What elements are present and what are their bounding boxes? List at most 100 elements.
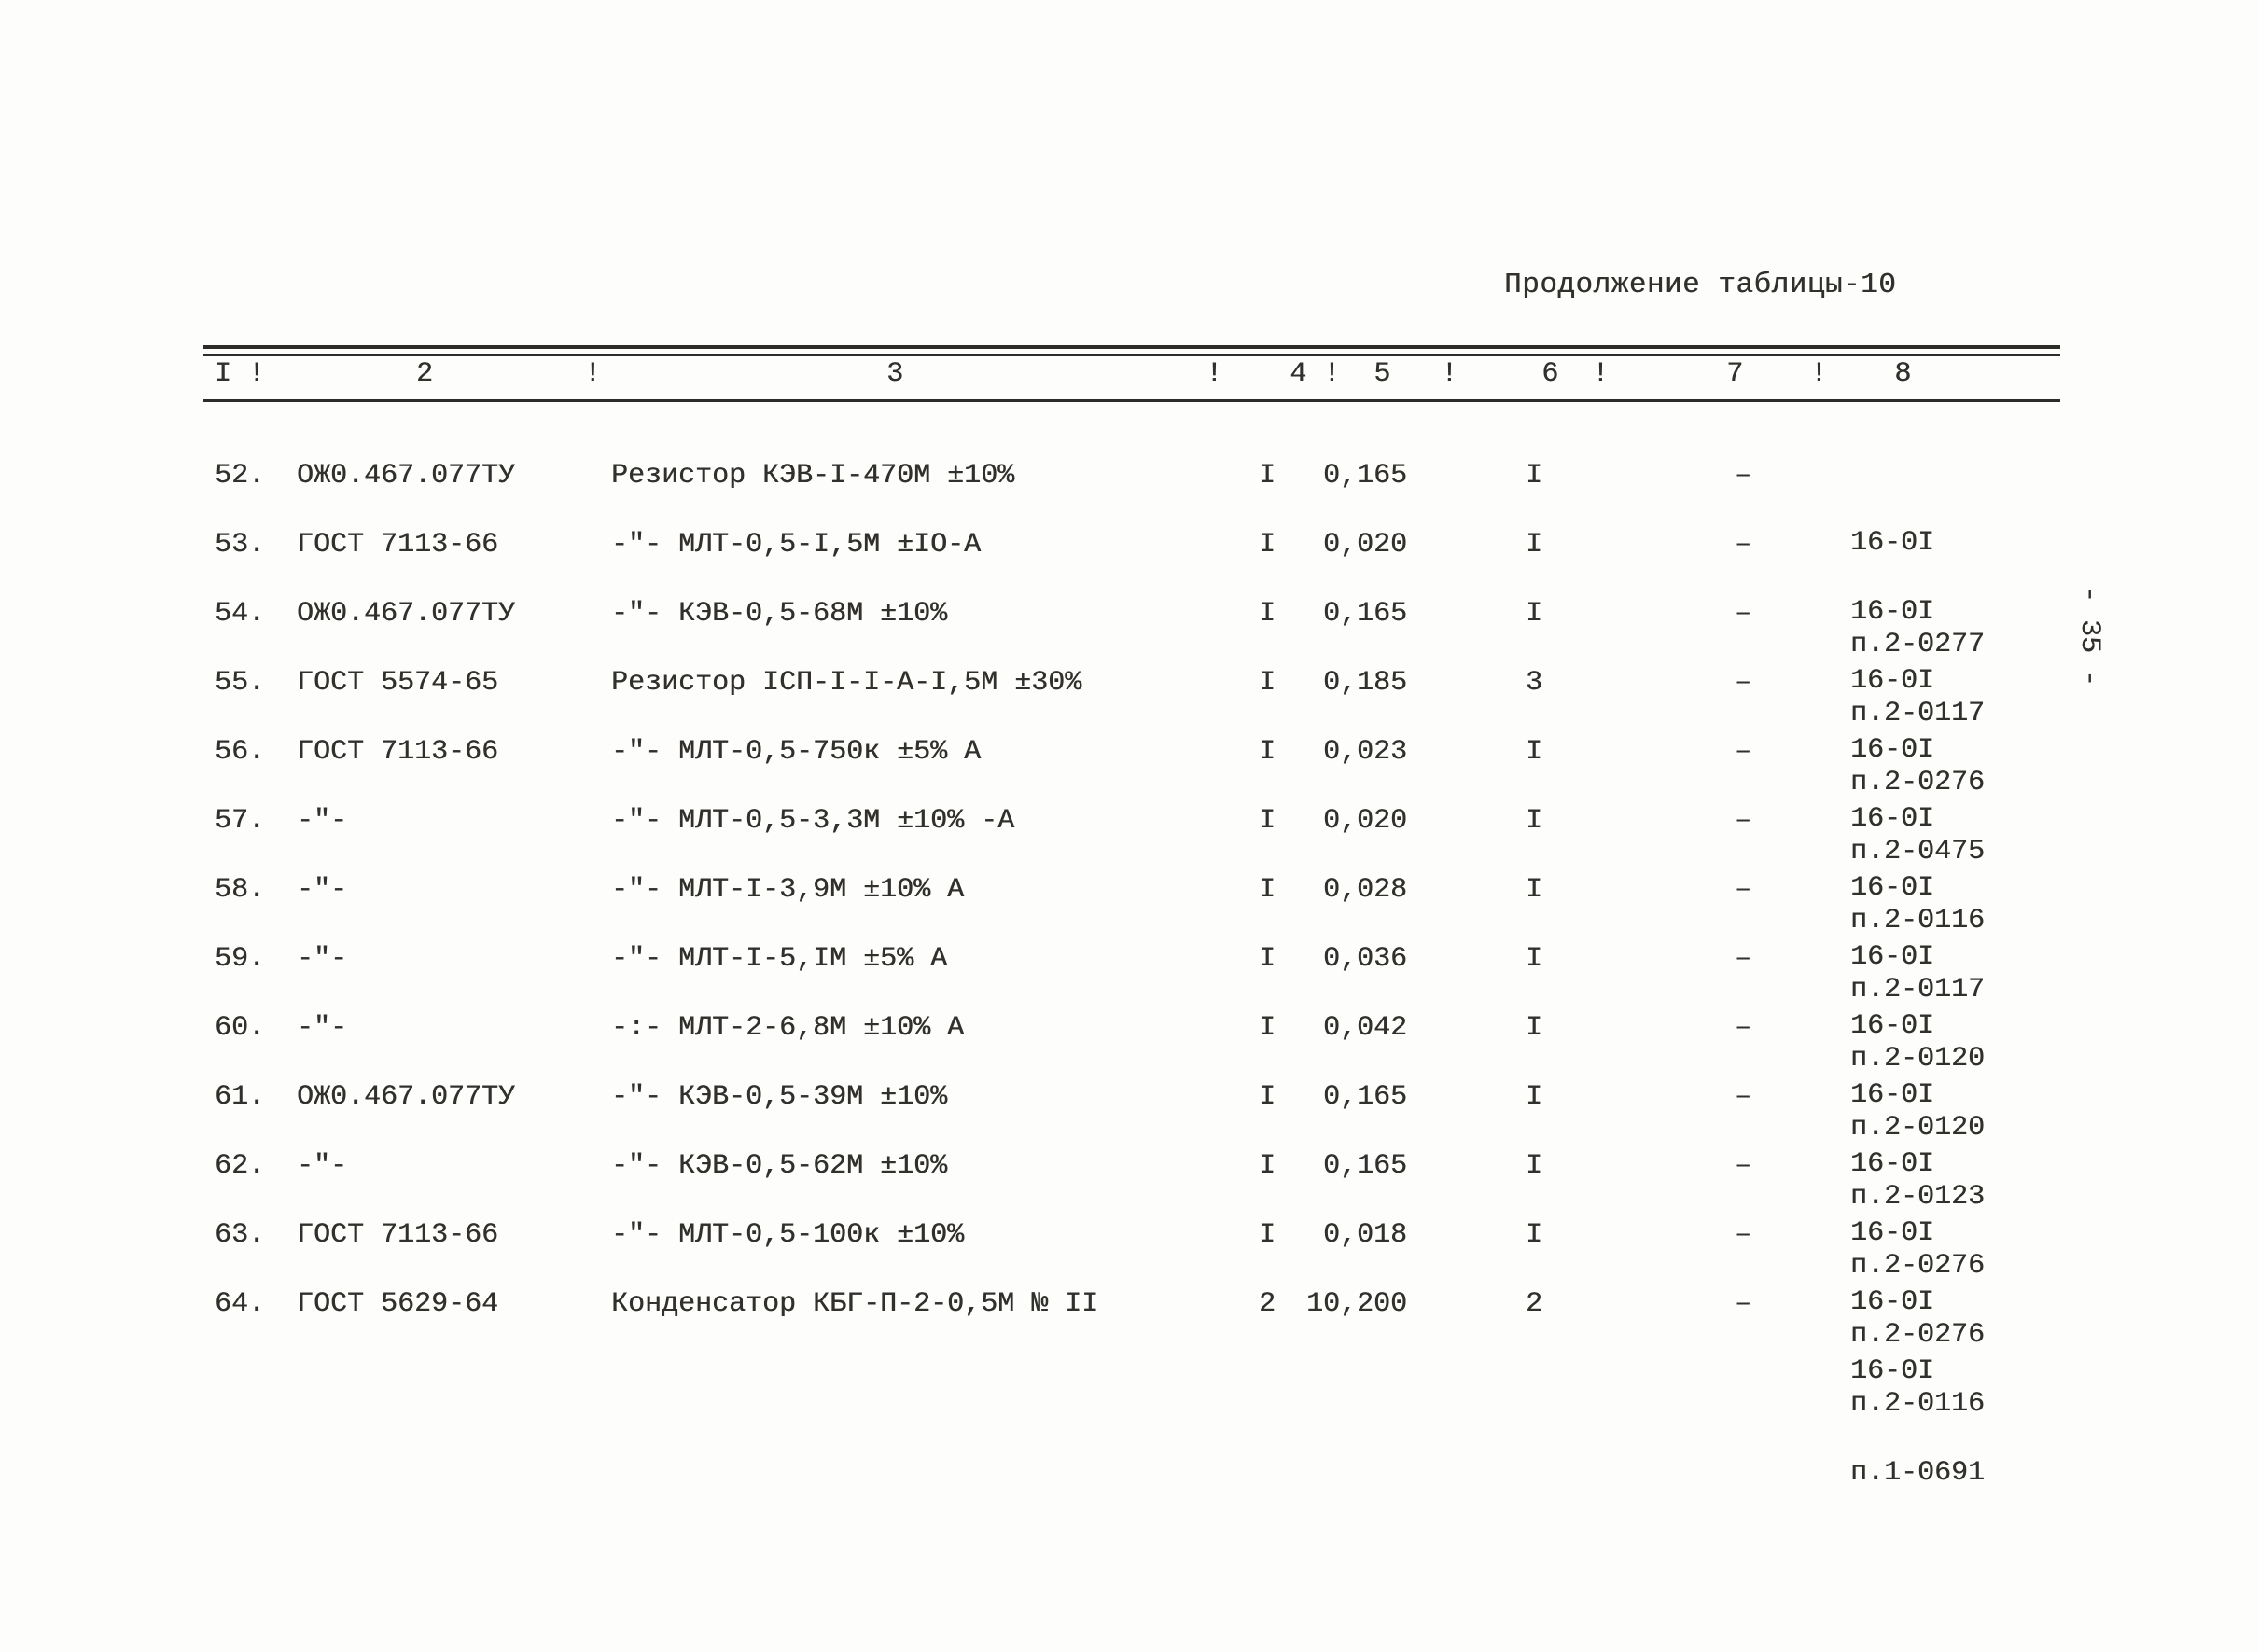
component-description: Резистор IСП-I-I-А-I,5М ±30% [611,667,1082,699]
table-row: 62. -"- -"- КЭВ-0,5-62М ±10% I 0,165 I –… [203,1149,2070,1351]
component-description: Конденсатор КБГ-П-2-0,5М № II [611,1288,1099,1320]
col4-quantity: I [1258,529,1276,561]
component-description: Резистор КЭВ-I-470М ±10% [611,460,1015,492]
standard-document: ОЖ0.467.077ТУ [297,1081,516,1113]
reference-line-2: п.2-0116 [1850,1388,1986,1420]
row-number: 60. [215,1012,266,1044]
col5-value: 0,036 [1322,943,1407,975]
reference-line-1: 16-0I [1850,872,1935,904]
col5-value: 0,018 [1322,1219,1407,1251]
col4-quantity: I [1258,460,1276,492]
col7-dash: – [1734,460,1751,492]
col7-dash: – [1734,805,1751,837]
row-number: 64. [215,1288,266,1320]
reference-line-1: 16-0I [1850,665,1935,697]
reference-line-2: п.2-0116 [1850,905,1986,937]
standard-document: ГОСТ 7113-66 [297,1219,499,1251]
component-description: -"- КЭВ-0,5-39М ±10% [611,1081,948,1113]
reference-line-2: п.2-0117 [1850,698,1986,729]
row-number: 54. [215,598,266,630]
component-description: -"- МЛТ-0,5-100к ±10% [611,1219,965,1251]
standard-document: -"- [297,874,348,906]
reference-line-2: п.2-0475 [1850,836,1986,868]
reference-line-2: п.1-0691 [1850,1457,1986,1489]
standard-document: ГОСТ 7113-66 [297,529,499,561]
row-number: 63. [215,1219,266,1251]
col4-quantity: I [1258,1081,1276,1113]
table-row: 63. ГОСТ 7113-66 -"- МЛТ-0,5-100к ±10% I… [203,1218,2070,1420]
reference-line-1: 16-0I [1850,1355,1935,1387]
reference-line-2: п.2-0123 [1850,1181,1986,1213]
reference-line-2: п.2-0277 [1850,629,1986,660]
col4-quantity: I [1258,1012,1276,1044]
reference-line-1: 16-0I [1850,1010,1935,1042]
component-description: -:- МЛТ-2-6,8М ±10% А [611,1012,965,1044]
reference-code: 16-0I п.2-0276 [1850,1080,1985,1351]
reference-code: 16-0I п.2-0276 [1850,597,1985,868]
row-number: 52. [215,460,266,492]
col7-dash: – [1734,1012,1751,1044]
row-number: 61. [215,1081,266,1113]
table-column-header-row: I ! 2 ! 3 ! 4 ! 5 ! 6 ! 7 ! 8 [215,358,1912,390]
col5-value: 0,023 [1322,736,1407,768]
col7-dash: – [1734,1150,1751,1182]
reference-code: 16-0I п.2-0123 [1850,1011,1985,1282]
standard-document: -"- [297,943,348,975]
table-row: 64. ГОСТ 5629-64 Конденсатор КБГ-П-2-0,5… [203,1287,2070,1489]
col4-quantity: 2 [1258,1288,1276,1320]
row-number: 57. [215,805,266,837]
col5-value: 10,200 [1305,1288,1407,1320]
component-description: -"- МЛТ-0,5-750к ±5% А [611,736,982,768]
table-top-rule [203,345,2060,356]
table-row: 57. -"- -"- МЛТ-0,5-3,3М ±10% -А I 0,020… [203,804,2070,1006]
col6-quantity: I [1525,874,1542,906]
col6-quantity: I [1525,1012,1542,1044]
reference-line-1: 16-0I [1850,596,1935,628]
table-row: 60. -"- -:- МЛТ-2-6,8М ±10% А I 0,042 I … [203,1011,2070,1213]
table-row: 54. ОЖ0.467.077ТУ -"- КЭВ-0,5-68М ±10% I… [203,597,2070,798]
col6-quantity: I [1525,736,1542,768]
col5-value: 0,165 [1322,598,1407,630]
col5-value: 0,020 [1322,529,1407,561]
col4-quantity: I [1258,598,1276,630]
col4-quantity: I [1258,805,1276,837]
reference-code: 16-0I п.2-0116 [1850,735,1985,1006]
row-number: 58. [215,874,266,906]
col6-quantity: I [1525,1219,1542,1251]
table-row: 61. ОЖ0.467.077ТУ -"- КЭВ-0,5-39М ±10% I… [203,1080,2070,1282]
table-header-rule [203,399,2060,402]
col4-quantity: I [1258,1150,1276,1182]
row-number: 56. [215,736,266,768]
col4-quantity: I [1258,874,1276,906]
component-description: -"- МЛТ-I-3,9М ±10% А [611,874,965,906]
col5-value: 0,020 [1322,805,1407,837]
col6-quantity: I [1525,805,1542,837]
table-row: 53. ГОСТ 7113-66 -"- МЛТ-0,5-I,5М ±IO-А … [203,528,2070,729]
col7-dash: – [1734,1081,1751,1113]
table-row: 58. -"- -"- МЛТ-I-3,9М ±10% А I 0,028 I … [203,873,2070,1075]
row-number: 55. [215,667,266,699]
reference-code: 16-0I п.2-0475 [1850,666,1985,937]
reference-code: 16-0I п.2-0117 [1850,528,1985,798]
col6-quantity: I [1525,943,1542,975]
reference-line-1: 16-0I [1850,527,1935,559]
reference-line-2: п.2-0276 [1850,1319,1986,1351]
reference-line-1: 16-0I [1850,1079,1935,1111]
col6-quantity: I [1525,460,1542,492]
col7-dash: – [1734,529,1751,561]
table-body: 52. ОЖ0.467.077ТУ Резистор КЭВ-I-470М ±1… [203,459,2070,1489]
standard-document: ОЖ0.467.077ТУ [297,460,516,492]
standard-document: -"- [297,1150,348,1182]
col4-quantity: I [1258,736,1276,768]
rotated-page-number: - 35 - [2073,586,2105,687]
reference-code: 16-0I п.2-0277 [1850,459,1985,729]
reference-line-2: п.2-0276 [1850,767,1986,798]
standard-document: ГОСТ 5574-65 [297,667,499,699]
table-row: 52. ОЖ0.467.077ТУ Резистор КЭВ-I-470М ±1… [203,459,2070,660]
reference-code: 16-0I п.2-0276 [1850,1149,1985,1420]
row-number: 53. [215,529,266,561]
reference-line-1: 16-0I [1850,941,1935,973]
col6-quantity: I [1525,529,1542,561]
col7-dash: – [1734,736,1751,768]
